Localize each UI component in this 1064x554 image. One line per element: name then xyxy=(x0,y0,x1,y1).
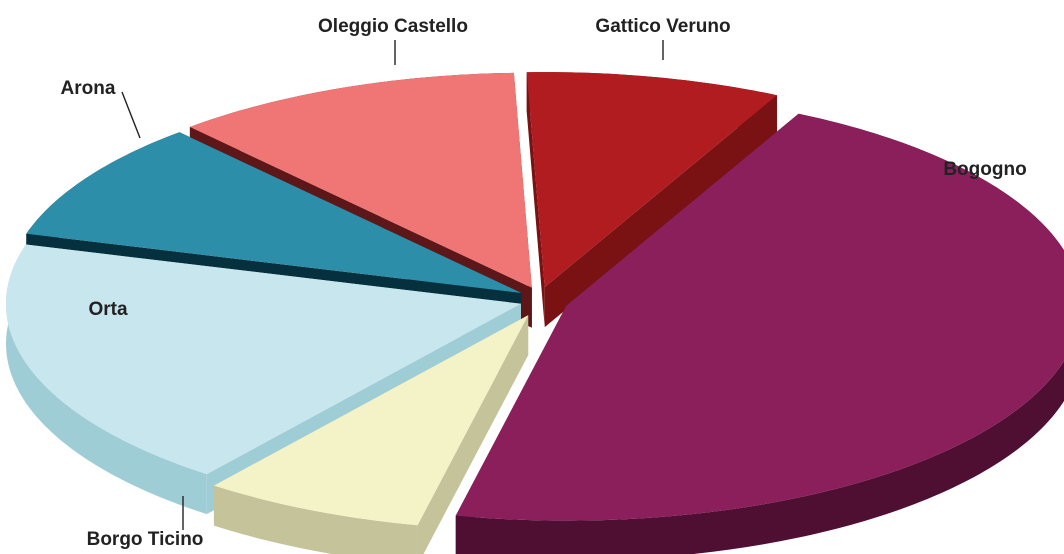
slice-wall xyxy=(417,315,529,554)
slice-oleggio-castello xyxy=(189,72,532,288)
slice-arona xyxy=(26,132,522,293)
slice-rim xyxy=(213,485,418,554)
slice-rim xyxy=(6,244,207,515)
slice-wall xyxy=(526,72,545,328)
slice-tops xyxy=(6,72,1064,526)
slice-gattico-veruno xyxy=(526,72,777,288)
slice-borgo-ticino xyxy=(213,315,529,526)
slice-label-orta: Orta xyxy=(88,299,128,320)
slice-bogogno xyxy=(455,113,1064,521)
slice-label-borgo-ticino: Borgo Ticino xyxy=(87,529,204,550)
slice-wall xyxy=(544,95,777,328)
slice-label-oleggio-castello: Oleggio Castello xyxy=(318,16,468,37)
leader-line-arona xyxy=(121,91,141,139)
slice-label-arona: Arona xyxy=(61,78,116,99)
slice-label-gattico-veruno: Gattico Veruno xyxy=(595,16,730,37)
leader-lines xyxy=(121,40,664,530)
slice-labels: Gattico Veruno Bogogno Borgo Ticino Orta Aro… xyxy=(61,16,1027,550)
slice-orta xyxy=(6,244,522,475)
slice-label-bogogno: Bogogno xyxy=(943,159,1026,180)
